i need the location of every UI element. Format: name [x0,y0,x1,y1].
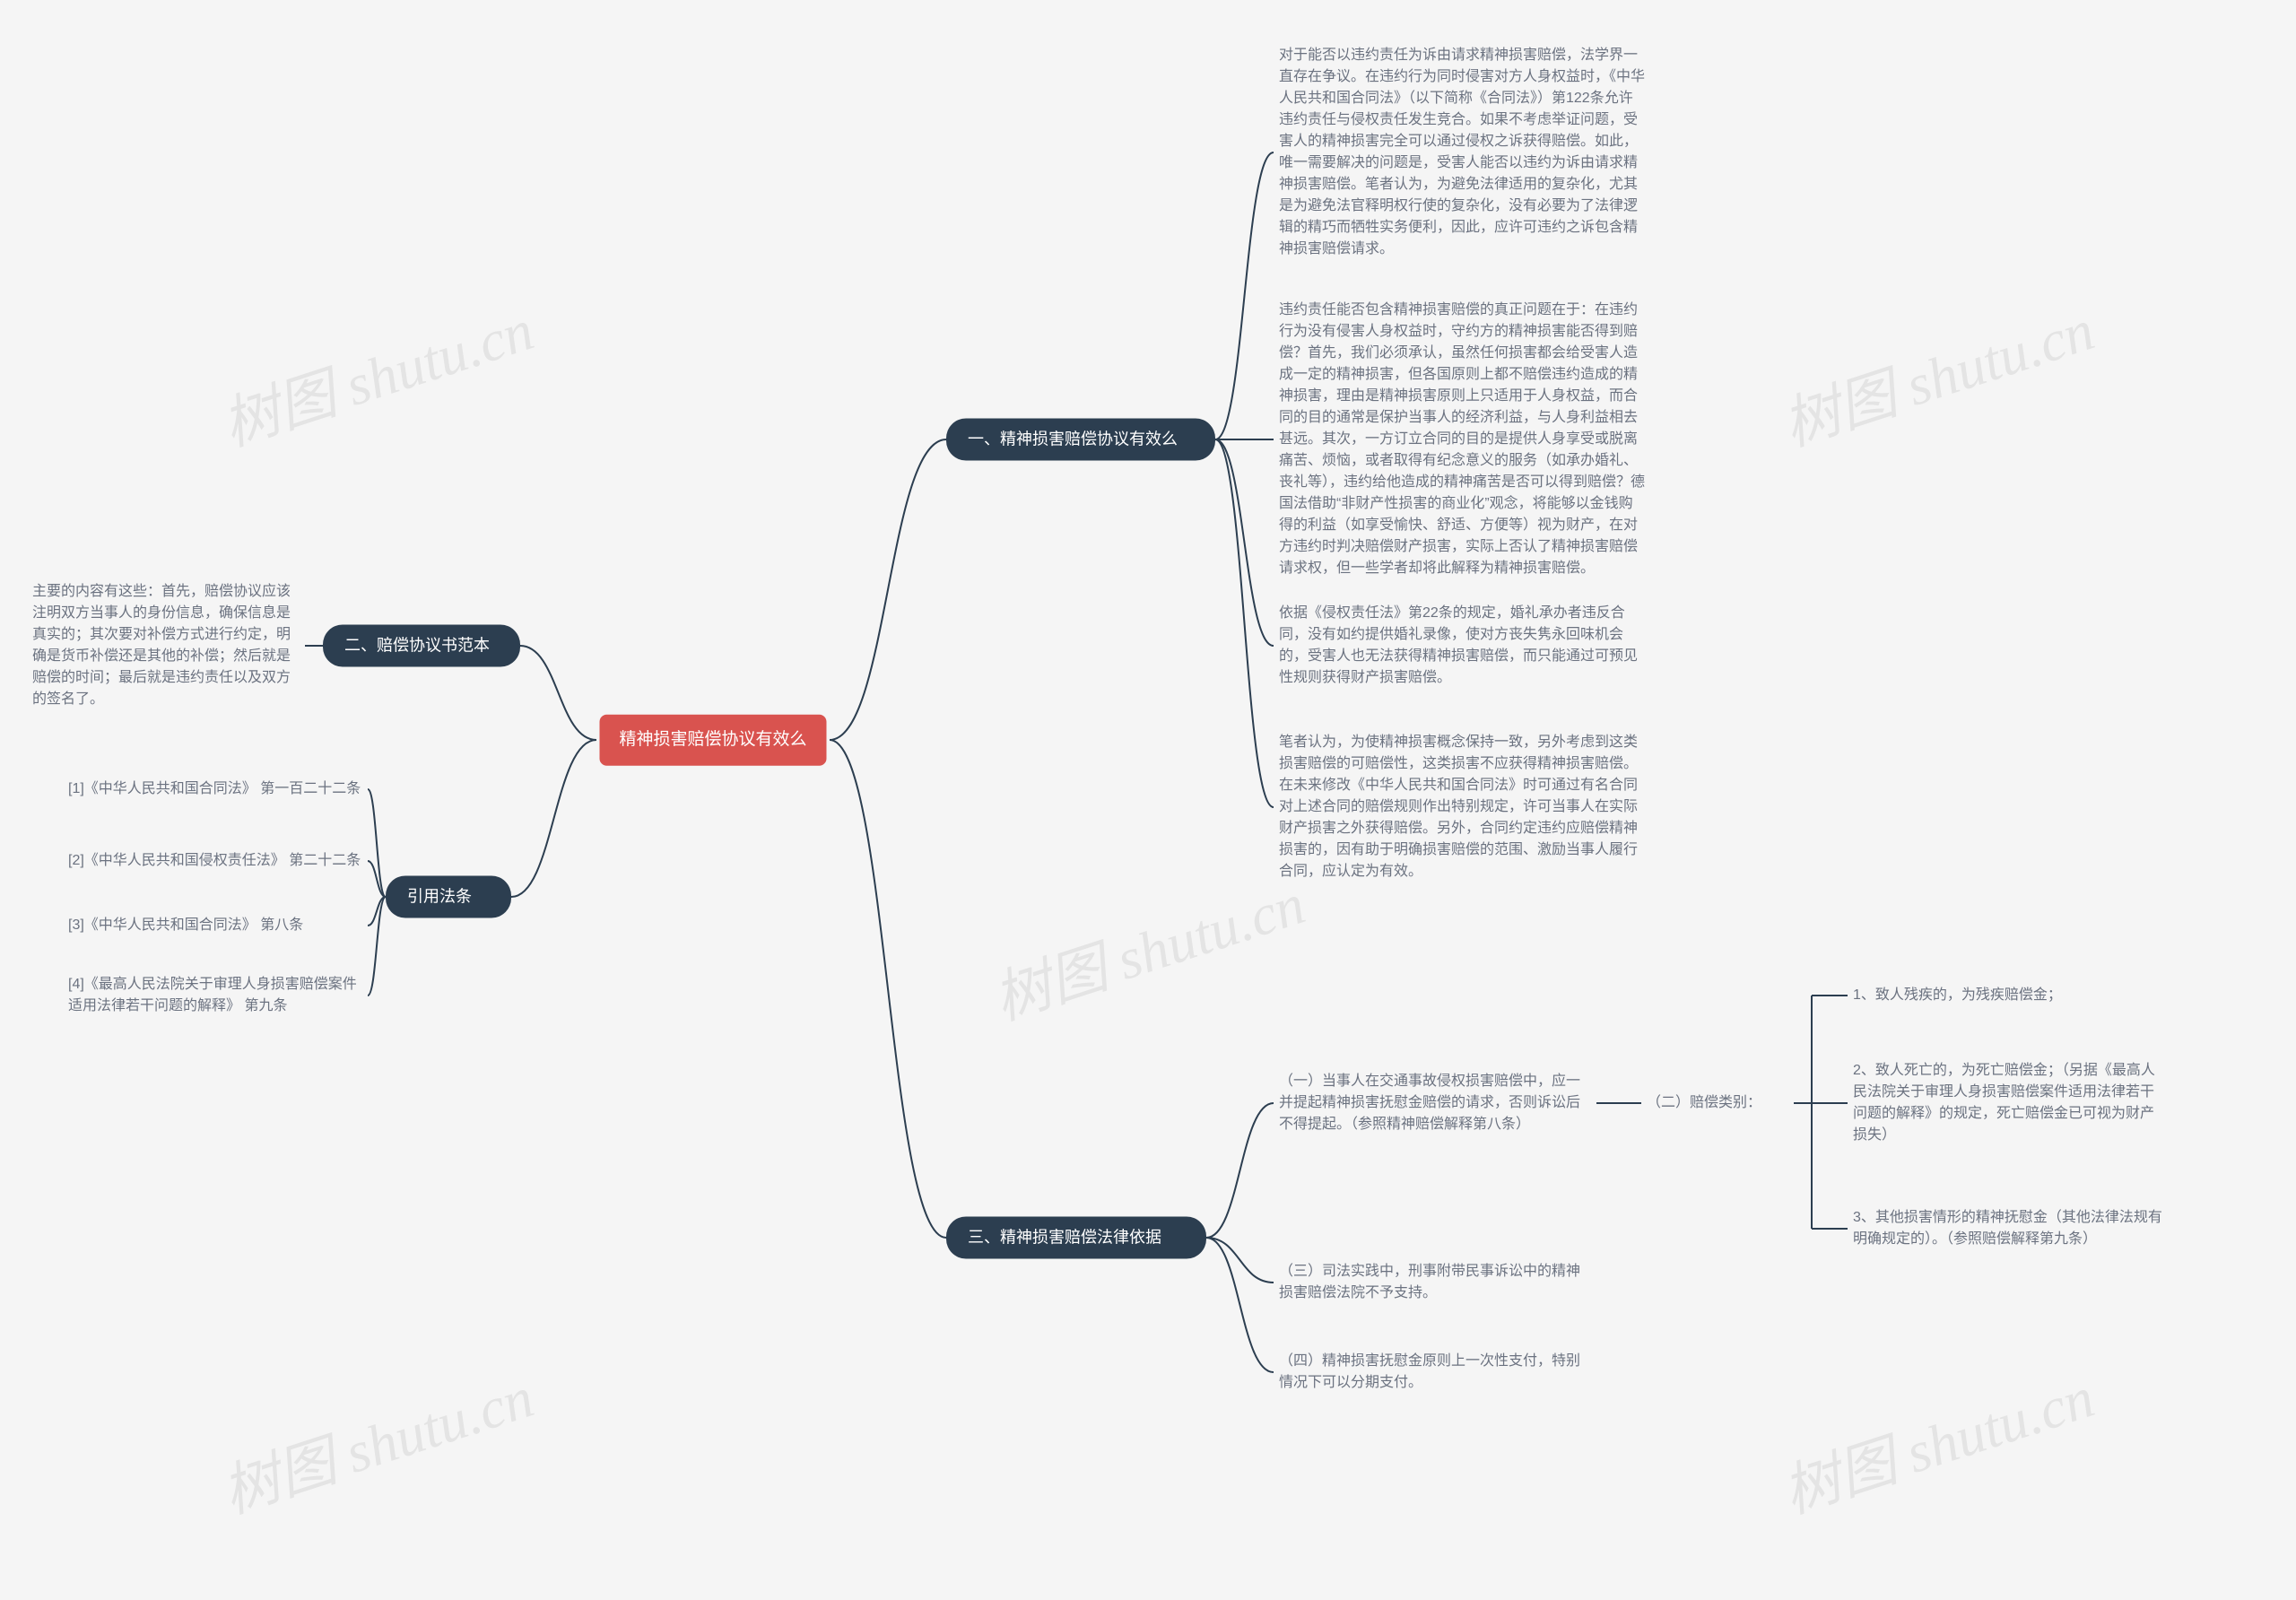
b4c1a1: 1、致人残疾的，为残疾赔偿金； [1848,981,2170,1010]
b1c1: 对于能否以违约责任为诉由请求精神损害赔偿，法学界一直存在争议。在违约行为同时侵害… [1274,41,1650,264]
b1c3: 依据《侵权责任法》第22条的规定，婚礼承办者违反合同，没有如约提供婚礼录像，使对… [1274,599,1650,692]
b1: 一、精神损害赔偿协议有效么 [946,419,1215,461]
watermark: 树图 shutu.cn [211,1352,543,1529]
b1c4: 笔者认为，为使精神损害概念保持一致，另外考虑到这类损害赔偿的可赔偿性，这类损害不… [1274,728,1650,886]
b3c4: [4]《最高人民法院关于审理人身损害赔偿案件适用法律若干问题的解释》 第九条 [63,970,368,1021]
b3c3: [3]《中华人民共和国合同法》 第八条 [63,911,368,940]
b1c2: 违约责任能否包含精神损害赔偿的真正问题在于：在违约行为没有侵害人身权益时，守约方… [1274,296,1650,583]
b4c1: （一）当事人在交通事故侵权损害赔偿中，应一并提起精神损害抚慰金赔偿的请求，否则诉… [1274,1067,1596,1139]
b4c1a2: 2、致人死亡的，为死亡赔偿金；（另据《最高人民法院关于审理人身损害赔偿案件适用法… [1848,1057,2170,1150]
mindmap-canvas: 精神损害赔偿协议有效么 一、精神损害赔偿协议有效么 对于能否以违约责任为诉由请求精神… [0,0,2296,1600]
b4: 三、精神损害赔偿法律依据 [946,1217,1206,1259]
b4c1a3: 3、其他损害情形的精神抚慰金（其他法律法规有明确规定的）。（参照赔偿解释第九条） [1848,1204,2170,1254]
watermark: 树图 shutu.cn [982,858,1314,1036]
b4c3: （四）精神损害抚慰金原则上一次性支付，特别情况下可以分期支付。 [1274,1347,1596,1397]
watermark: 树图 shutu.cn [1771,284,2103,462]
b3c1: [1]《中华人民共和国合同法》 第一百二十二条 [63,775,368,804]
b4c1a: （二）赔偿类别： [1641,1089,1794,1117]
watermark: 树图 shutu.cn [211,284,543,462]
b2c1: 主要的内容有这些：首先，赔偿协议应该注明双方当事人的身份信息，确保信息是真实的；… [27,578,305,714]
b4c2: （三）司法实践中，刑事附带民事诉讼中的精神损害赔偿法院不予支持。 [1274,1257,1596,1308]
watermark: 树图 shutu.cn [1771,1352,2103,1529]
b3c2: [2]《中华人民共和国侵权责任法》 第二十二条 [63,847,368,875]
root-node: 精神损害赔偿协议有效么 [599,715,826,766]
b3: 引用法条 [386,876,511,918]
b2: 二、赔偿协议书范本 [323,625,520,667]
